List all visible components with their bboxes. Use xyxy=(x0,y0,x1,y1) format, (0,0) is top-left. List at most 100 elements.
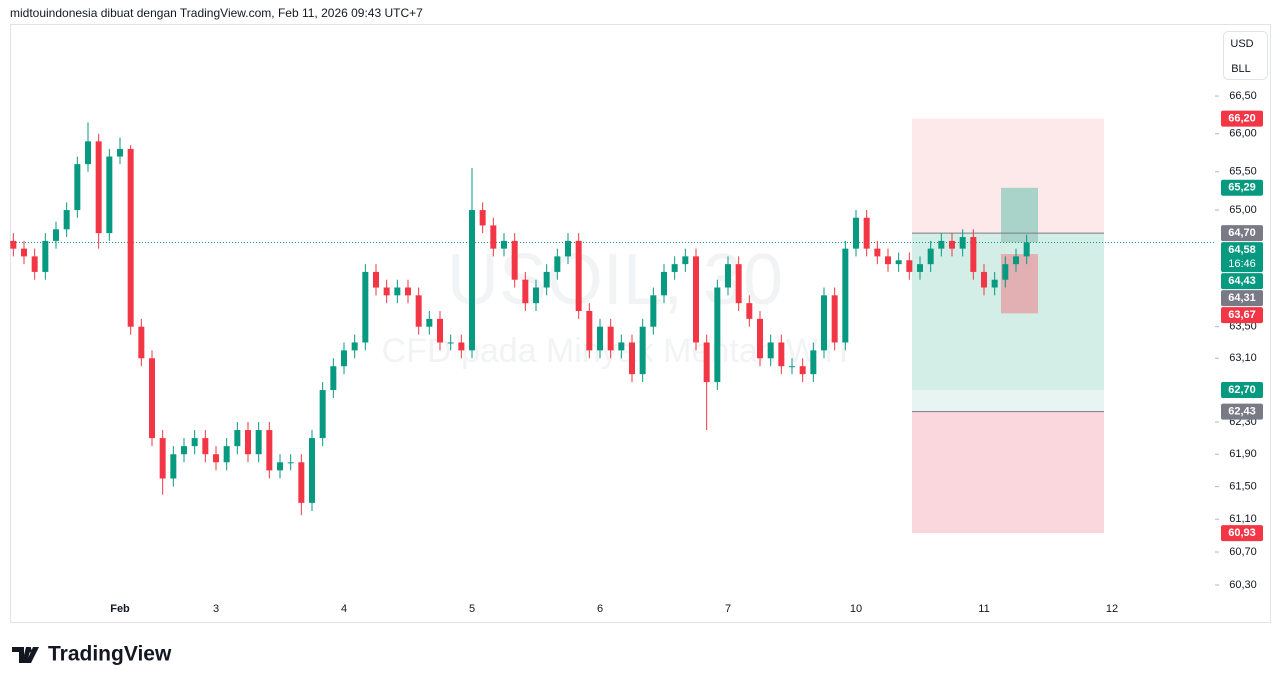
price-label-text: 66,20 xyxy=(1228,113,1256,125)
price-label-text: 64,43 xyxy=(1228,275,1256,287)
x-tick-label: 6 xyxy=(597,603,603,615)
x-tick-label: Feb xyxy=(110,603,130,615)
candle-body xyxy=(853,217,859,249)
x-tick-label: 3 xyxy=(213,603,219,615)
y-tick-label: 61,90 xyxy=(1229,448,1257,460)
y-tick-label: 66,50 xyxy=(1229,90,1257,102)
candle-body xyxy=(298,462,305,503)
candle-body xyxy=(95,141,102,234)
candle-body xyxy=(447,342,454,344)
candle-body xyxy=(10,240,17,249)
price-label-bg xyxy=(1221,307,1263,324)
candle-body xyxy=(42,240,49,272)
candle-body xyxy=(266,430,273,471)
candle-body xyxy=(767,342,774,359)
candle-body xyxy=(789,366,795,368)
candle-body xyxy=(959,237,966,249)
candle-body xyxy=(277,462,283,471)
candle-body xyxy=(319,390,326,439)
candle-body xyxy=(831,295,838,343)
candle-body xyxy=(287,462,294,464)
candle-body xyxy=(671,264,678,272)
currency-box[interactable] xyxy=(1223,31,1268,80)
candle-body xyxy=(725,264,731,288)
price-label-bg xyxy=(1221,273,1263,290)
position-zone xyxy=(1001,187,1038,243)
y-tick-label: 63,50 xyxy=(1229,321,1257,333)
brand-name: TradingView xyxy=(48,643,172,666)
candle-body xyxy=(735,264,742,304)
candle-body xyxy=(863,217,870,249)
candle-body xyxy=(607,326,614,351)
unit[interactable]: BLL xyxy=(1231,63,1251,75)
position-zone xyxy=(1001,254,1038,314)
candle-body xyxy=(437,318,443,343)
candle-body xyxy=(191,438,198,447)
candle-body xyxy=(885,256,891,265)
price-label-bg xyxy=(1221,179,1263,196)
candle-body xyxy=(223,446,230,463)
candle-body xyxy=(1023,242,1030,257)
price-label-text: 62,70 xyxy=(1228,384,1256,396)
price-label-bg xyxy=(1221,290,1263,307)
candle-body xyxy=(405,287,411,296)
candle-body xyxy=(234,430,241,447)
candle-body xyxy=(949,240,955,249)
candle-body xyxy=(394,287,401,296)
price-label-text: 65,29 xyxy=(1228,182,1256,194)
price-label: 66,20 xyxy=(1221,110,1263,127)
position-zone xyxy=(912,411,1104,534)
candle-body xyxy=(138,326,145,359)
price-label: 64,43 xyxy=(1221,273,1263,290)
candle-body xyxy=(202,438,209,455)
price-label-text: 62,43 xyxy=(1228,406,1256,418)
candle-body xyxy=(245,430,251,455)
watermark: USOIL, 30 xyxy=(447,240,783,320)
x-tick-label: 10 xyxy=(850,603,862,615)
candle-body xyxy=(63,210,70,230)
candle-body xyxy=(490,225,497,249)
candle-body xyxy=(170,454,177,479)
candle-body xyxy=(682,256,689,265)
candle-body xyxy=(597,326,603,351)
brand-logo xyxy=(12,647,39,663)
candle-body xyxy=(341,350,347,367)
candle-body xyxy=(479,210,486,226)
candle-body xyxy=(149,358,155,439)
candle-body xyxy=(650,295,657,327)
candle-body xyxy=(575,240,582,311)
candle-body xyxy=(565,240,571,257)
candle-body xyxy=(746,303,753,319)
candle-body xyxy=(53,229,59,241)
candle-body xyxy=(501,240,507,249)
candle-body xyxy=(31,256,38,272)
candle-body xyxy=(383,287,390,296)
candle-body xyxy=(906,260,913,272)
candle-body xyxy=(917,264,923,272)
candle-body xyxy=(426,318,433,327)
candle-body xyxy=(586,310,593,351)
candle-body xyxy=(661,271,667,296)
candle-body xyxy=(618,342,625,351)
x-tick-label: 4 xyxy=(341,603,347,615)
candle-body xyxy=(554,256,561,272)
candle-body xyxy=(927,248,934,265)
price-label: 62,70 xyxy=(1221,382,1263,399)
price-label-text: 63,67 xyxy=(1228,309,1256,321)
x-tick-label: 7 xyxy=(725,603,731,615)
currency[interactable]: USD xyxy=(1230,38,1253,50)
y-tick-label: 65,00 xyxy=(1229,204,1257,216)
price-label: 60,93 xyxy=(1221,525,1263,542)
candle-body xyxy=(981,271,987,288)
y-tick-label: 61,50 xyxy=(1229,481,1257,493)
candle-body xyxy=(511,240,518,280)
logo-dot xyxy=(26,647,32,653)
price-label-text: 64,58 xyxy=(1228,244,1256,256)
x-tick-label: 11 xyxy=(978,603,989,615)
candle-body xyxy=(117,148,123,157)
candle-body xyxy=(639,326,646,375)
candle-body xyxy=(106,156,113,234)
price-label: 64,58 16:46 xyxy=(1221,242,1263,273)
